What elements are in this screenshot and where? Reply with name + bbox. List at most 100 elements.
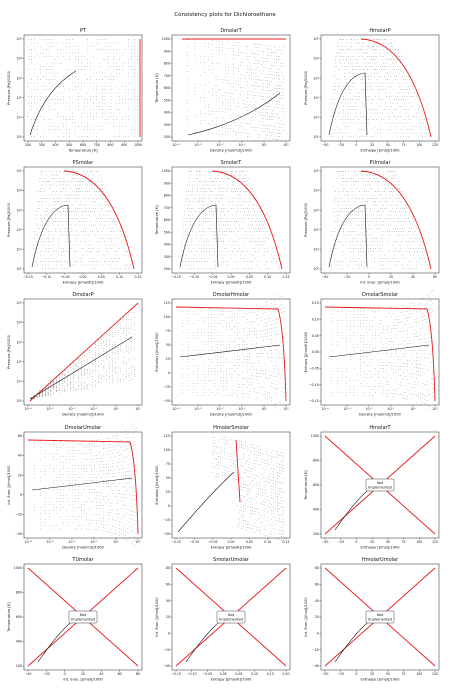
x-axis-label: Density [mol/m3]/1000 (210, 149, 252, 153)
x-tick-label: 0.10 (251, 672, 258, 676)
y-tick-label: −50 (163, 532, 170, 536)
y-tick-label: −0.05 (309, 366, 319, 370)
x-tick-label: −20 (43, 672, 50, 676)
panel-SmolarT: SmolarT −0.15 −0.10 −0.05 0.00 0.05 0.10 0.15 20… (155, 160, 291, 285)
panel-DmolarT: DmolarT 10⁻⁴ 10⁻³ 10⁻² 10⁻¹ 10⁰ 10¹ 200 300 400 50… (155, 28, 291, 153)
x-tick-label: 400 (52, 143, 58, 147)
x-tick-label: 100 (416, 143, 422, 147)
boundary-lines (29, 302, 139, 402)
y-tick-label: 25 (166, 490, 170, 494)
y-tick-label: −25 (163, 385, 170, 389)
not-implemented-box (68, 610, 98, 624)
x-tick-label: 25 (370, 540, 374, 544)
y-tick-label: 80 (166, 566, 170, 570)
data-points (179, 171, 283, 269)
x-tick-label: 10¹ (135, 540, 141, 544)
x-tick-label: 0.00 (227, 275, 234, 279)
panel-title: DmolarP (72, 292, 93, 298)
boundary-lines (63, 170, 135, 270)
y-tick-label: 200 (164, 135, 170, 139)
x-tick-label: −0.05 (60, 275, 70, 279)
y-tick-label: 200 (313, 532, 319, 536)
x-tick-label: 0 (64, 672, 66, 676)
y-tick-label: 1000 (162, 37, 170, 41)
boundary-lines (324, 306, 436, 402)
y-tick-label: 600 (16, 615, 22, 619)
y-tick-label: 700 (164, 74, 170, 78)
x-tick-label: 80 (136, 672, 140, 676)
saturation-curves (328, 204, 368, 268)
data-points (31, 307, 135, 399)
y-tick-label: 200 (164, 267, 170, 271)
panel-title: DmolarHmolar (213, 292, 250, 298)
y-tick-label: 10³ (16, 76, 22, 80)
saturation-curves (328, 72, 368, 136)
not-implemented-label: Implemented (71, 618, 95, 622)
x-tick-label: 10⁻⁴ (24, 540, 32, 544)
x-tick-label: 10⁻³ (194, 143, 202, 147)
saturation-curve (177, 471, 235, 533)
x-tick-label: −0.15 (171, 275, 181, 279)
x-tick-label: 10⁻² (365, 407, 373, 411)
y-axis-label: Int. Ener. [J/mol]/1000 (155, 597, 159, 637)
panel-title: TUmolar (71, 557, 94, 563)
y-tick-label: 40 (18, 454, 22, 458)
x-tick-label: 10⁻¹ (90, 407, 98, 411)
x-axis-label: Enthalpy [J/mol]/1000 (360, 149, 400, 153)
y-tick-label: 10¹ (16, 380, 22, 384)
y-axis-label: Pressure [Pa]/1000 (304, 202, 308, 237)
x-tick-label: 0.05 (246, 540, 253, 544)
outer-boundary (360, 38, 432, 138)
x-tick-label: 800 (107, 143, 113, 147)
y-tick-label: 10⁴ (16, 321, 22, 325)
data-points (212, 433, 284, 541)
y-tick-label: 0 (20, 493, 22, 497)
panel-title: PT (80, 28, 87, 34)
y-axis-label: Enthalpy [J/mol]/1000 (155, 332, 159, 372)
x-axis-label: Density [mol/m3]/1000 (62, 546, 104, 550)
x-tick-label: 0 (355, 672, 357, 676)
x-tick-label: 0.10 (264, 540, 271, 544)
plot-frame (320, 166, 440, 274)
y-axis-label: Entropy [J/mol/K]/1000 (304, 331, 308, 373)
y-tick-label: 20 (315, 615, 319, 619)
saturation-curve (179, 344, 281, 358)
x-tick-label: 10⁻³ (343, 407, 351, 411)
x-tick-label: 10⁻¹ (238, 407, 246, 411)
x-tick-label: 50 (386, 143, 390, 147)
saturation-curves (29, 70, 77, 136)
x-tick-label: 40 (99, 672, 103, 676)
x-tick-label: 125 (432, 143, 438, 147)
y-tick-label: 10⁴ (313, 189, 319, 193)
saturation-curve (29, 70, 77, 136)
boundary-lines (175, 306, 287, 402)
x-tick-label: 10¹ (283, 143, 289, 147)
outer-boundary (324, 306, 436, 402)
outer-boundary (175, 306, 287, 402)
saturation-curves (31, 477, 133, 491)
x-tick-label: 0.15 (134, 275, 141, 279)
x-tick-label: 0.20 (282, 672, 289, 676)
y-tick-label: 20 (166, 615, 170, 619)
y-tick-label: 10² (16, 360, 22, 364)
x-tick-label: 25 (370, 143, 374, 147)
x-tick-label: 10⁻⁴ (172, 407, 180, 411)
y-axis-label: Pressure [Pa]/1000 (304, 70, 308, 105)
y-tick-label: −50 (163, 399, 170, 403)
x-tick-label: 10¹ (135, 407, 141, 411)
figure-title: Consistency plots for Dichloroethane (174, 12, 276, 18)
panel-title: HmolarT (369, 425, 391, 431)
outer-boundary (63, 170, 135, 270)
x-tick-label: −50 (322, 540, 329, 544)
saturation-curve (31, 477, 133, 491)
not-implemented-label: Not (228, 613, 235, 617)
y-tick-label: 800 (16, 591, 22, 595)
y-tick-label: 125 (164, 434, 170, 438)
y-axis-label: Temperature [K] (7, 602, 11, 633)
x-tick-label: 0.00 (79, 275, 86, 279)
y-tick-label: 0 (168, 371, 170, 375)
